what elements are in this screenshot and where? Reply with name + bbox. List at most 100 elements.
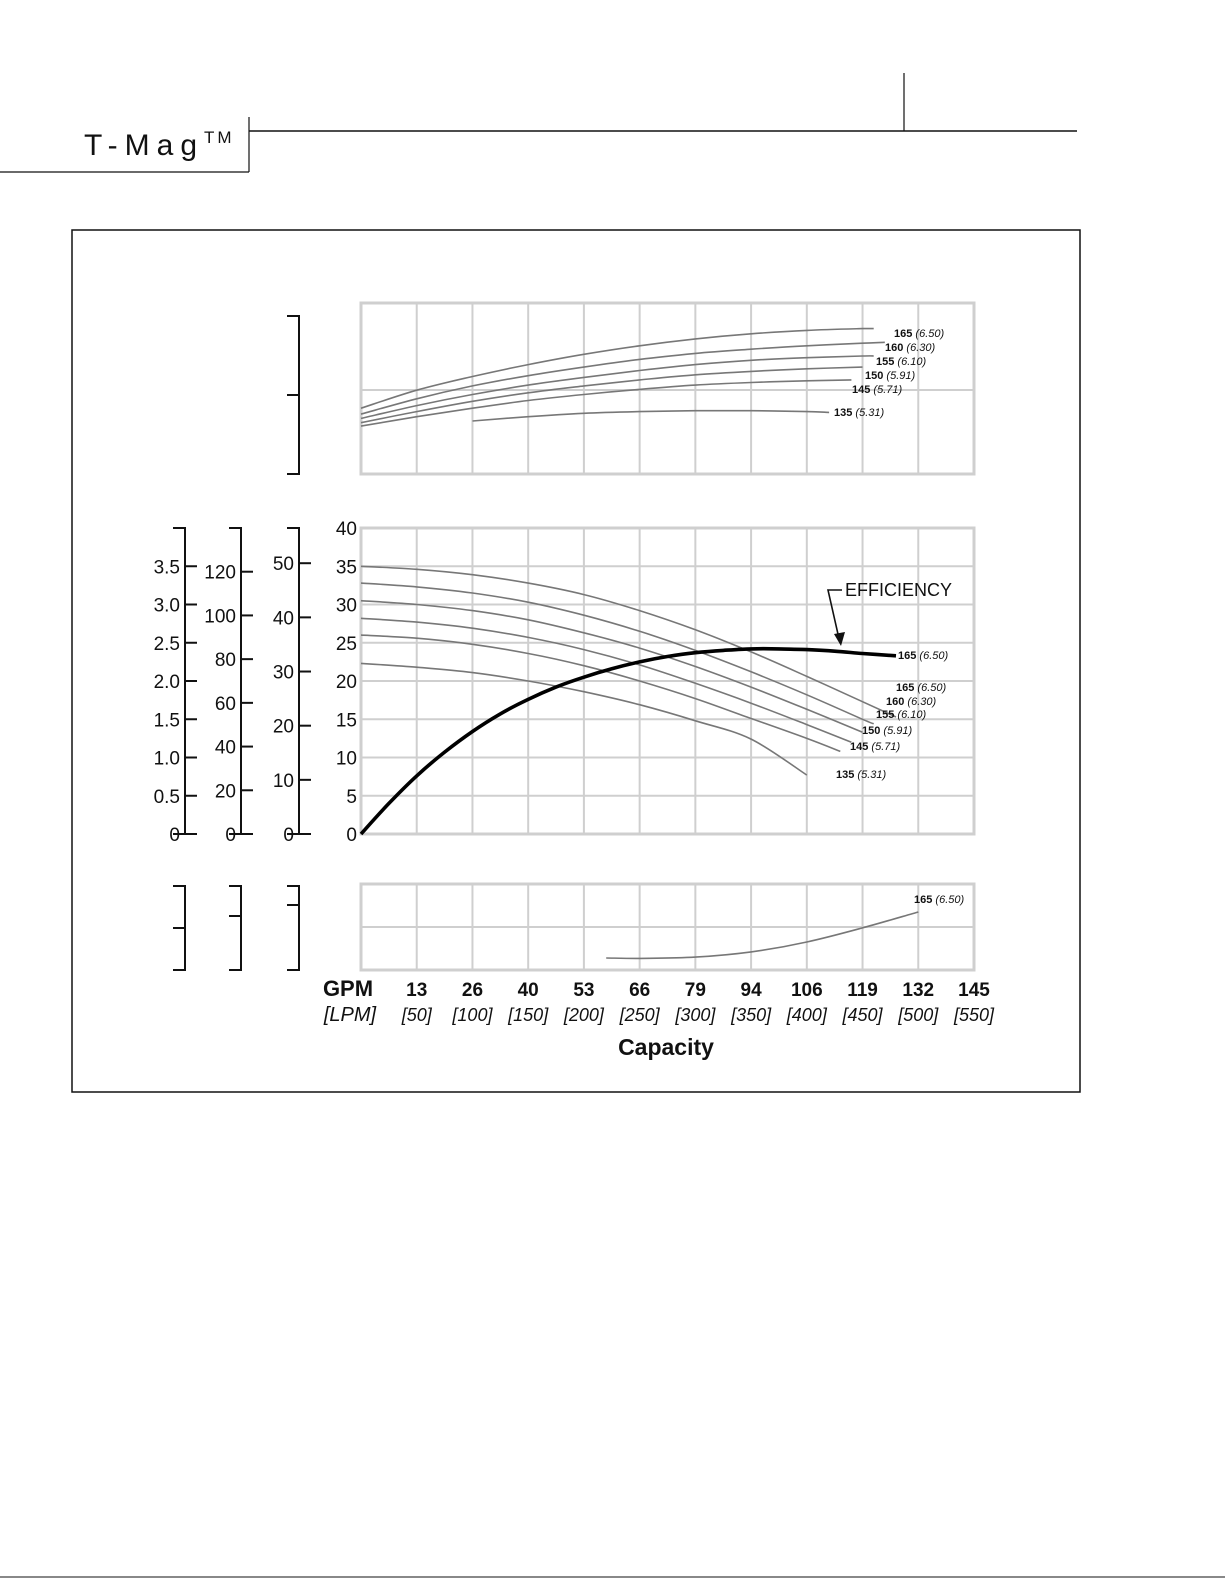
- head-axis-1: [229, 527, 242, 835]
- npshr-curve-165: [606, 911, 919, 960]
- head-axis-tick-label: 0: [346, 825, 357, 846]
- power-axis: [287, 315, 300, 475]
- power-curve-165: [360, 327, 874, 409]
- pump-performance-chart: 165 (6.50) 160 (6.30) 155 (6.10) 150 (5.91)…: [154, 301, 995, 1025]
- head-label-155: 155 (6.10): [876, 709, 926, 721]
- x-tick-label-secondary: [450]: [842, 1005, 884, 1025]
- head-axis-tick-label: 10: [336, 749, 357, 770]
- power-label-165: 165 (6.50): [894, 328, 944, 340]
- efficiency-end-label: 165 (6.50): [898, 650, 948, 662]
- x-tick-label: 106: [791, 980, 823, 1001]
- head-axis-tick-label: 60: [215, 694, 236, 715]
- x-tick-label: 145: [958, 980, 990, 1001]
- head-axis-tick-label: 3.5: [154, 557, 180, 578]
- npshr-panel: [359, 882, 976, 972]
- npshr-axis-1: [229, 885, 242, 971]
- head-curve-165: [360, 565, 897, 718]
- head-label-165: 165 (6.50): [896, 682, 946, 694]
- head-curve-145: [360, 634, 841, 753]
- power-label-135: 135 (5.31): [834, 407, 884, 419]
- npshr-plot-frame: [359, 882, 976, 972]
- efficiency-curve: [359, 646, 897, 836]
- head-curve-150: [360, 617, 852, 743]
- power-label-150: 150 (5.91): [865, 370, 915, 382]
- x-unit-primary: GPM: [323, 976, 373, 1001]
- head-axis-tick-label: 50: [273, 554, 294, 575]
- x-tick-label: 94: [741, 980, 763, 1001]
- efficiency-callout-arrowhead: [834, 632, 845, 646]
- head-panel: [359, 526, 976, 836]
- head-axis-tick-label: 0: [225, 825, 236, 846]
- head-axis-tick-label: 2.0: [154, 672, 180, 693]
- power-curve-145: [360, 379, 852, 427]
- x-tick-label-secondary: [350]: [730, 1005, 772, 1025]
- head-axis-tick-label: 120: [204, 563, 236, 584]
- head-axis-tick-label: 20: [273, 717, 294, 738]
- head-axis-tick-label: 40: [336, 519, 357, 540]
- brand-name: T-MagTM: [84, 128, 235, 162]
- head-axis-2: [287, 527, 300, 835]
- x-tick-label: 13: [406, 980, 427, 1001]
- power-curve-160: [360, 341, 885, 415]
- head-axis-tick-label: 20: [215, 781, 236, 802]
- x-tick-label-secondary: [550]: [953, 1005, 995, 1025]
- efficiency-callout-leader: [826, 589, 842, 644]
- power-label-160: 160 (6.30): [885, 342, 935, 354]
- head-axis-tick-label: 0: [169, 825, 180, 846]
- power-panel: [359, 301, 976, 476]
- head-axis-tick-label: 40: [273, 608, 294, 629]
- x-tick-label: 66: [629, 980, 650, 1001]
- head-curve-160: [360, 582, 874, 725]
- head-curve-135: [360, 662, 808, 776]
- head-axis-tick-label: 15: [336, 710, 357, 731]
- head-axis-tick-label: 40: [215, 738, 236, 759]
- x-tick-label-secondary: [250]: [619, 1005, 661, 1025]
- x-tick-label: 79: [685, 980, 706, 1001]
- power-plot-frame: [359, 301, 976, 476]
- head-axis-tick-label: 0.5: [154, 787, 180, 808]
- head-label-135: 135 (5.31): [836, 769, 886, 781]
- x-tick-label-secondary: [500]: [897, 1005, 939, 1025]
- x-tick-label-secondary: [400]: [786, 1005, 828, 1025]
- head-axis-tick-label: 25: [336, 634, 357, 655]
- x-axis-title: Capacity: [618, 1034, 714, 1060]
- head-axis-tick-label: 1.0: [154, 749, 180, 770]
- x-tick-label-secondary: [150]: [507, 1005, 549, 1025]
- power-curve-155: [360, 355, 874, 420]
- head-axis-tick-label: 35: [336, 557, 357, 578]
- power-label-155: 155 (6.10): [876, 356, 926, 368]
- head-label-150: 150 (5.91): [862, 725, 912, 737]
- head-label-145: 145 (5.71): [850, 741, 900, 753]
- head-axis-tick-label: 10: [273, 771, 294, 792]
- power-label-145: 145 (5.71): [852, 384, 902, 396]
- head-axis-tick-label: 1.5: [154, 710, 180, 731]
- x-unit-secondary: [LPM]: [323, 1004, 377, 1026]
- x-tick-label-secondary: [50]: [401, 1005, 433, 1025]
- head-axis-tick-label: 3.0: [154, 596, 180, 617]
- npshr-axis-0: [173, 885, 186, 971]
- head-axis-tick-label: 5: [346, 787, 357, 808]
- head-axis-tick-label: 20: [336, 672, 357, 693]
- head-axis-tick-label: 80: [215, 650, 236, 671]
- head-axis-tick-label: 30: [336, 596, 357, 617]
- power-curve-135: [472, 409, 830, 422]
- head-axis-tick-label: 0: [283, 825, 294, 846]
- npshr-axis-2: [287, 885, 300, 971]
- figure-frame: [71, 229, 1081, 1093]
- head-plot-frame: [359, 526, 976, 836]
- head-axis-tick-label: 100: [204, 606, 236, 627]
- npshr-label-165: 165 (6.50): [914, 894, 964, 906]
- x-tick-label: 119: [847, 980, 878, 1001]
- x-tick-label: 40: [518, 980, 539, 1001]
- head-curve-155: [360, 599, 863, 734]
- x-tick-label: 26: [462, 980, 483, 1001]
- head-axis-tick-label: 30: [273, 663, 294, 684]
- power-curve-150: [360, 366, 863, 424]
- efficiency-callout-label: EFFICIENCY: [845, 580, 952, 600]
- x-tick-label-secondary: [100]: [451, 1005, 493, 1025]
- x-tick-label-secondary: [300]: [674, 1005, 716, 1025]
- x-tick-label: 53: [573, 980, 594, 1001]
- x-tick-label: 132: [902, 980, 934, 1001]
- head-axis-tick-label: 2.5: [154, 634, 180, 655]
